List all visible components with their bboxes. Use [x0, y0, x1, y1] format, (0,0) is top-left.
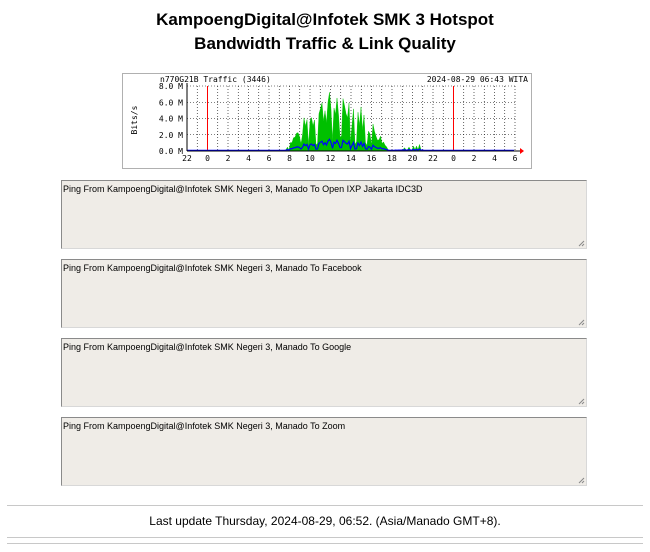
ping-box-open-ixp[interactable]: Ping From KampoengDigital@Infotek SMK Ne…	[61, 180, 587, 249]
ping-box-zoom[interactable]: Ping From KampoengDigital@Infotek SMK Ne…	[61, 417, 587, 486]
x-tick-label: 22	[428, 154, 438, 163]
x-tick-label: 10	[305, 154, 315, 163]
x-tick-label: 4	[246, 154, 251, 163]
traffic-out-line	[187, 138, 514, 152]
y-tick-label: 2.0 M	[159, 131, 183, 140]
x-axis-arrow-icon	[520, 148, 524, 154]
ping-box-facebook[interactable]: Ping From KampoengDigital@Infotek SMK Ne…	[61, 259, 587, 328]
x-tick-label: 12	[326, 154, 336, 163]
graph-header-left: n770G21B Traffic (3446)	[160, 75, 271, 84]
x-tick-label: 0	[205, 154, 210, 163]
ping-label: Ping From KampoengDigital@Infotek SMK Ne…	[63, 184, 423, 194]
x-tick-label: 8	[287, 154, 292, 163]
y-tick-label: 0.0 M	[159, 147, 183, 156]
x-tick-label: 18	[387, 154, 397, 163]
x-tick-label: 6	[267, 154, 272, 163]
last-update-text: Last update Thursday, 2024-08-29, 06:52.…	[149, 514, 501, 528]
resize-grip-icon[interactable]	[578, 398, 585, 405]
x-tick-label: 14	[346, 154, 356, 163]
x-tick-label: 22	[182, 154, 192, 163]
x-tick-label: 0	[451, 154, 456, 163]
ping-label: Ping From KampoengDigital@Infotek SMK Ne…	[63, 342, 352, 352]
ping-label: Ping From KampoengDigital@Infotek SMK Ne…	[63, 421, 346, 431]
x-tick-label: 6	[513, 154, 518, 163]
x-tick-label: 2	[226, 154, 231, 163]
page-title: KampoengDigital@Infotek SMK 3 Hotspot	[156, 10, 494, 29]
resize-grip-icon[interactable]	[578, 319, 585, 326]
traffic-graph-svg: n770G21B Traffic (3446) 2024-08-29 06:43…	[130, 75, 528, 163]
x-tick-label: 2	[472, 154, 477, 163]
resize-grip-icon[interactable]	[578, 240, 585, 247]
resize-grip-icon[interactable]	[578, 477, 585, 484]
graph-header-right: 2024-08-29 06:43 WITA	[427, 75, 528, 84]
y-tick-label: 4.0 M	[159, 115, 183, 124]
divider	[7, 505, 643, 506]
graph-y-axis-label: Bits/s	[130, 105, 139, 134]
ping-box-google[interactable]: Ping From KampoengDigital@Infotek SMK Ne…	[61, 338, 587, 407]
y-tick-label: 6.0 M	[159, 98, 183, 107]
divider	[7, 537, 643, 538]
y-tick-label: 8.0 M	[159, 82, 183, 91]
divider	[7, 543, 643, 544]
x-tick-label: 4	[492, 154, 497, 163]
ping-label: Ping From KampoengDigital@Infotek SMK Ne…	[63, 263, 362, 273]
page-subtitle: Bandwidth Traffic & Link Quality	[194, 34, 456, 53]
x-tick-label: 20	[408, 154, 418, 163]
traffic-graph: n770G21B Traffic (3446) 2024-08-29 06:43…	[122, 73, 532, 169]
x-tick-label: 16	[367, 154, 377, 163]
